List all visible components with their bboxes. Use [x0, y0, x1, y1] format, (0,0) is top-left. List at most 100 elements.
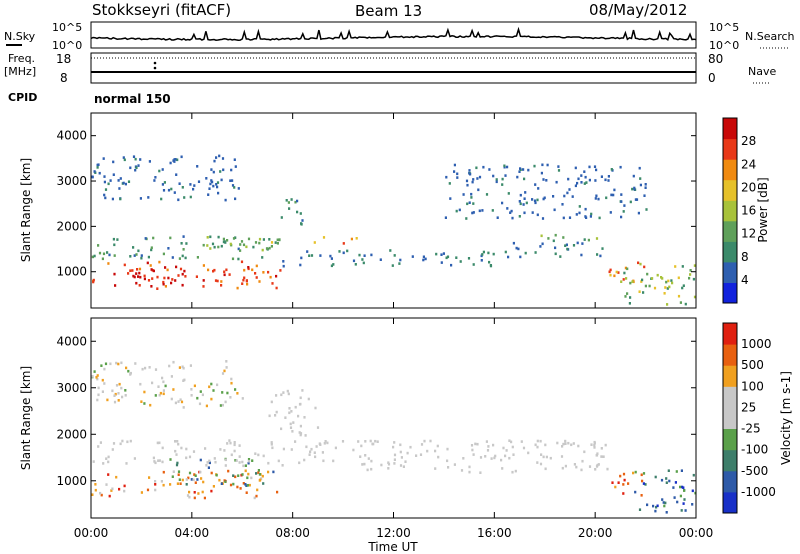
heatmap-cell	[129, 255, 132, 258]
heatmap-cell	[399, 450, 402, 454]
y-tick-label: 2000	[56, 219, 87, 233]
heatmap-cell	[496, 216, 499, 219]
heatmap-cell	[171, 256, 174, 259]
heatmap-cell	[531, 211, 534, 214]
heatmap-cell	[671, 281, 674, 285]
heatmap-cell	[254, 272, 257, 275]
heatmap-cell	[552, 195, 555, 198]
heatmap-cell	[170, 281, 173, 285]
heatmap-cell	[216, 279, 219, 283]
heatmap-cell	[684, 509, 687, 512]
heatmap-cell	[469, 172, 472, 176]
heatmap-cell	[212, 389, 215, 392]
heatmap-cell	[322, 459, 325, 463]
heatmap-cell	[275, 394, 278, 397]
heatmap-cell	[188, 490, 191, 494]
heatmap-cell	[223, 270, 226, 274]
heatmap-cell	[577, 177, 580, 181]
heatmap-cell	[294, 200, 297, 204]
heatmap-cell	[101, 390, 104, 393]
heatmap-cell	[247, 472, 250, 476]
heatmap-cell	[366, 468, 369, 472]
heatmap-cell	[166, 268, 169, 272]
heatmap-cell	[233, 449, 236, 453]
heatmap-cell	[276, 242, 279, 245]
heatmap-cell	[291, 430, 294, 433]
heatmap-cell	[634, 490, 637, 494]
heatmap-cell	[680, 469, 683, 472]
heatmap-cell	[214, 460, 217, 464]
heatmap-cell	[213, 159, 216, 163]
heatmap-cell	[125, 366, 128, 370]
heatmap-cell	[143, 277, 146, 281]
heatmap-cell	[624, 295, 627, 298]
power-heatmap-cells	[91, 154, 697, 306]
heatmap-cell	[518, 200, 521, 203]
heatmap-cell	[622, 278, 625, 281]
nsky-tick-top: 10^5	[52, 21, 82, 34]
heatmap-cell	[642, 291, 645, 294]
heatmap-cell	[108, 494, 111, 498]
heatmap-cell	[241, 473, 244, 476]
heatmap-cell	[255, 472, 258, 475]
heatmap-cell	[209, 247, 212, 250]
heatmap-cell	[223, 449, 226, 452]
colorbar-frame	[722, 117, 738, 304]
heatmap-cell	[308, 254, 311, 257]
heatmap-cell	[522, 203, 525, 206]
heatmap-cell	[691, 503, 694, 506]
heatmap-cell	[247, 458, 251, 461]
heatmap-cell	[91, 255, 94, 259]
heatmap-cell	[215, 473, 218, 477]
heatmap-cell	[180, 242, 183, 245]
heatmap-cell	[287, 201, 290, 204]
heatmap-cell	[501, 201, 504, 205]
heatmap-cell	[147, 255, 150, 259]
heatmap-cell	[566, 247, 569, 251]
x-tick-label: 12:00	[376, 526, 411, 540]
heatmap-cell	[197, 180, 201, 183]
heatmap-cell	[664, 286, 667, 289]
heatmap-cell	[223, 273, 226, 277]
heatmap-cell	[482, 250, 485, 254]
heatmap-cell	[559, 255, 562, 258]
heatmap-cell	[460, 469, 464, 472]
heatmap-cell	[117, 392, 120, 395]
heatmap-cell	[598, 216, 601, 220]
heatmap-cell	[208, 461, 211, 465]
heatmap-cell	[350, 237, 353, 241]
heatmap-cell	[620, 280, 623, 283]
heatmap-cell	[161, 446, 164, 450]
heatmap-cell	[269, 275, 272, 279]
heatmap-cell	[232, 482, 235, 486]
heatmap-cell	[234, 459, 237, 462]
heatmap-cell	[505, 449, 508, 452]
heatmap-cell	[212, 184, 215, 188]
heatmap-cell	[262, 271, 265, 274]
heatmap-cell	[164, 266, 167, 269]
heatmap-cell	[232, 237, 236, 240]
heatmap-cell	[125, 462, 128, 465]
nave-tick-top: 80	[708, 52, 723, 66]
heatmap-cell	[692, 277, 695, 281]
nsearch-tick-top: 10^5	[709, 21, 739, 34]
heatmap-cell	[247, 266, 250, 269]
colorbar-tick-label: -25	[741, 422, 761, 436]
colorbar-segment	[723, 159, 737, 181]
heatmap-cell	[188, 495, 191, 499]
heatmap-cell	[271, 282, 274, 285]
heatmap-cell	[309, 450, 312, 454]
heatmap-cell	[135, 253, 138, 256]
heatmap-cell	[123, 158, 126, 162]
heatmap-cell	[600, 175, 603, 178]
heatmap-cell	[604, 443, 607, 447]
heatmap-cell	[189, 364, 192, 367]
heatmap-cell	[226, 442, 229, 445]
heatmap-cell	[216, 185, 219, 189]
heatmap-cell	[114, 284, 117, 287]
heatmap-cell	[163, 276, 166, 280]
heatmap-cell	[138, 271, 141, 275]
power-y-ticks: 1000 2000 3000 4000	[56, 129, 696, 279]
heatmap-cell	[319, 254, 322, 257]
heatmap-cell	[584, 215, 587, 218]
